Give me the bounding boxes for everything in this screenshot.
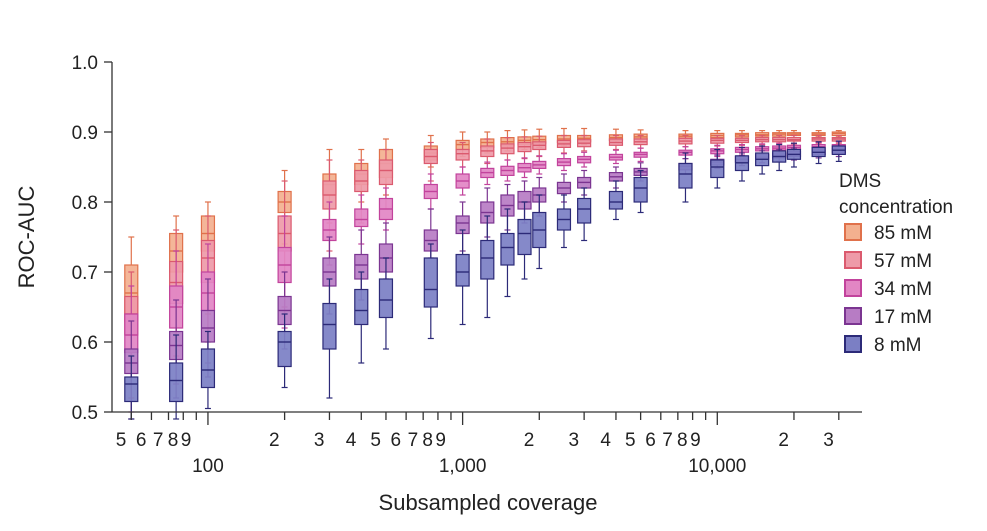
- legend-label: 85 mM: [874, 223, 932, 244]
- legend-swatch: [844, 279, 862, 297]
- y-tick-label: 0.8: [72, 193, 98, 214]
- x-minor-tick-label: 8: [168, 430, 179, 451]
- x-minor-tick-label: 5: [625, 430, 636, 451]
- x-minor-tick-label: 6: [645, 430, 656, 451]
- box-iqr: [169, 362, 184, 403]
- box-iqr: [124, 376, 139, 403]
- box-iqr: [480, 239, 495, 280]
- y-tick-label: 0.7: [72, 263, 98, 284]
- y-tick-label: 1.0: [72, 53, 98, 74]
- legend-swatch: [844, 223, 862, 241]
- x-minor-tick-label: 4: [346, 430, 357, 451]
- box-iqr: [378, 278, 394, 319]
- x-minor-tick-label: 7: [662, 430, 673, 451]
- box-iqr: [423, 257, 438, 308]
- x-minor-tick-label: 6: [391, 430, 402, 451]
- legend-title-line-2: concentration: [839, 197, 953, 218]
- legend-swatch: [844, 251, 862, 269]
- box-iqr: [710, 159, 725, 179]
- x-minor-tick-label: 2: [269, 430, 280, 451]
- legend: DMS concentration 85 mM 57 mM 34 mM 17 mM 8 …: [839, 171, 953, 356]
- box-iqr: [277, 330, 292, 368]
- legend-label: 17 mM: [874, 307, 932, 328]
- y-axis-ticks: 0.5 0.6 0.7 0.8 0.9 1.0: [72, 53, 112, 424]
- legend-swatch: [844, 335, 862, 353]
- box-iqr: [455, 148, 470, 161]
- x-minor-tick-label: 5: [370, 430, 381, 451]
- box-iqr: [577, 197, 592, 224]
- x-major-tick-label: 10,000: [688, 456, 746, 477]
- y-tick-label: 0.5: [72, 403, 98, 424]
- legend-swatch: [844, 307, 862, 325]
- y-axis-title: ROC-AUC: [14, 186, 39, 289]
- x-major-tick-label: 1,000: [439, 456, 487, 477]
- x-minor-tick-label: 9: [181, 430, 192, 451]
- box-iqr: [500, 232, 515, 266]
- legend-label: 8 mM: [874, 335, 922, 356]
- box-iqr: [322, 302, 337, 350]
- box-iqr: [354, 208, 369, 228]
- box-plot-series: [124, 127, 846, 420]
- x-minor-tick-label: 2: [778, 430, 789, 451]
- x-minor-tick-label: 3: [314, 430, 325, 451]
- x-minor-tick-label: 3: [569, 430, 580, 451]
- series-17-mM: [124, 145, 846, 420]
- box-iqr: [354, 288, 369, 326]
- x-minor-tick-label: 7: [408, 430, 419, 451]
- axes: [111, 62, 862, 413]
- series-8-mM: [124, 140, 846, 420]
- box-iqr: [608, 190, 624, 210]
- x-minor-tick-label: 5: [116, 430, 127, 451]
- x-minor-tick-label: 9: [435, 430, 446, 451]
- x-minor-tick-label: 7: [153, 430, 164, 451]
- box-iqr: [455, 253, 470, 287]
- x-axis-title: Subsampled coverage: [379, 490, 598, 515]
- x-minor-tick-label: 6: [136, 430, 147, 451]
- x-major-tick-label: 100: [192, 456, 224, 477]
- x-minor-tick-label: 4: [600, 430, 611, 451]
- legend-title-line-1: DMS: [839, 171, 881, 192]
- x-minor-tick-label: 8: [677, 430, 688, 451]
- box-iqr: [517, 218, 532, 256]
- x-minor-tick-label: 3: [823, 430, 834, 451]
- box-iqr: [378, 159, 394, 186]
- y-tick-label: 0.6: [72, 333, 98, 354]
- box-iqr: [633, 176, 648, 203]
- box-iqr: [678, 162, 693, 189]
- legend-label: 34 mM: [874, 279, 932, 300]
- x-minor-tick-label: 8: [422, 430, 433, 451]
- x-minor-tick-label: 9: [690, 430, 701, 451]
- box-iqr: [200, 348, 216, 389]
- x-minor-tick-label: 2: [524, 430, 535, 451]
- legend-label: 57 mM: [874, 251, 932, 272]
- y-tick-label: 0.9: [72, 123, 98, 144]
